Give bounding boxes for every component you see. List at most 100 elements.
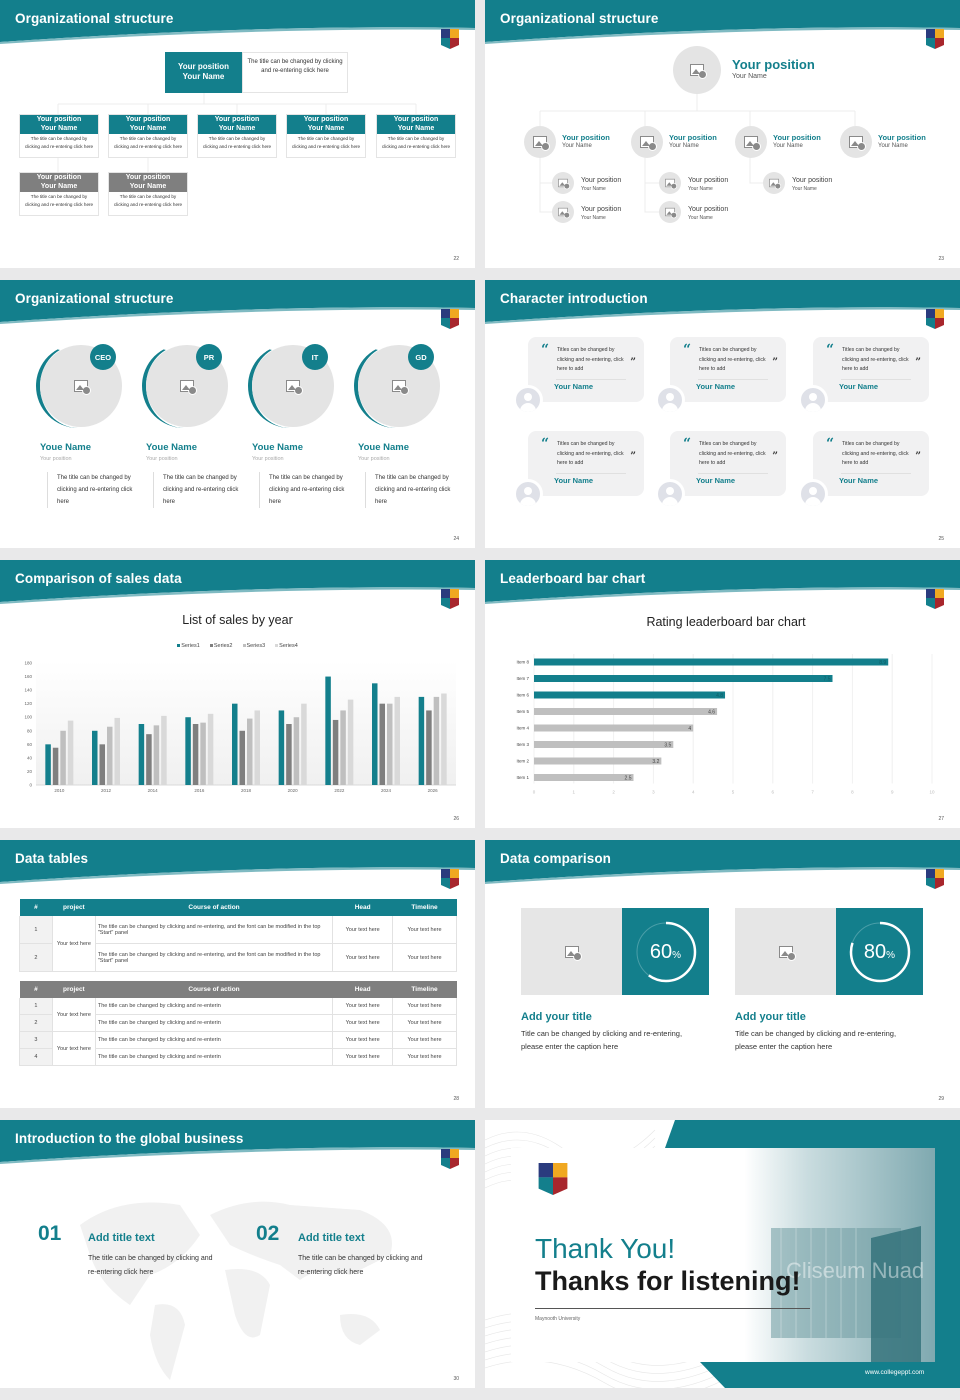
slide-22[interactable]: Organizational structure 22 Your position…: [0, 0, 475, 268]
legend-swatch: [275, 644, 279, 647]
percent-panel: 80%: [836, 908, 923, 995]
avatar-icon[interactable]: [513, 385, 543, 415]
website-link[interactable]: www.collegeppt.com: [865, 1369, 925, 1376]
name-label: Your Name: [129, 182, 167, 190]
legend-label: Series4: [279, 643, 298, 649]
progress-ring: [849, 921, 911, 983]
header-band: [0, 280, 475, 324]
percent-number: 80: [863, 941, 887, 963]
sub-photo-placeholder[interactable]: [552, 201, 574, 223]
slide-30[interactable]: Introduction to the global business 30 01…: [0, 1120, 475, 1388]
sub-photo-placeholder[interactable]: [659, 172, 681, 194]
category-label: Item 5: [516, 709, 529, 714]
slide-28[interactable]: Data tables 28 # project Course of action He…: [0, 840, 475, 1108]
image-placeholder-icon: [665, 207, 678, 219]
testimonial-card[interactable]: “ Titles can be changed by clicking and …: [528, 337, 644, 402]
divider: [841, 473, 911, 474]
slide-title: Leaderboard bar chart: [500, 571, 646, 586]
percent-value: 80%: [836, 941, 923, 964]
slide-title: Organizational structure: [500, 11, 659, 26]
head-photo-placeholder[interactable]: [673, 46, 721, 94]
header-band: [485, 560, 960, 604]
row-number: 3: [19, 1031, 53, 1049]
y-tick-label: 0: [29, 783, 32, 788]
avatar-icon[interactable]: [513, 479, 543, 509]
avatar-icon[interactable]: [655, 385, 685, 415]
photo-arc: [354, 344, 438, 428]
member-card[interactable]: Your position Your Name The title can be c…: [286, 114, 366, 158]
table-row[interactable]: 4 The title can be changed by clicking an…: [19, 1048, 457, 1066]
person-name: Youe Name: [40, 442, 92, 453]
quote-text: Titles can be changed by clicking and re…: [557, 441, 624, 466]
table-row[interactable]: 1 Your text here The title can be changed …: [19, 997, 457, 1032]
table-row[interactable]: 1 Your text here The title can be changed …: [19, 915, 457, 972]
member-card[interactable]: Your position Your Name The title can be c…: [108, 114, 188, 158]
legend-label: Series2: [213, 643, 233, 649]
sub-position: Your position: [581, 206, 622, 213]
sub-photo-placeholder[interactable]: [552, 172, 574, 194]
legend-swatch: [242, 644, 246, 647]
panel-title: Add your title: [521, 1011, 592, 1023]
image-placeholder-icon: [665, 178, 678, 190]
member-card[interactable]: Your position Your Name The title can be c…: [376, 114, 456, 158]
university-logo-icon: [441, 309, 459, 329]
bar-series4-2026: [441, 693, 447, 785]
position-label: Your position: [36, 174, 82, 181]
slide-27[interactable]: Leaderboard bar chart 27 Rating leaderboa…: [485, 560, 960, 828]
image-placeholder[interactable]: [735, 908, 836, 995]
image-placeholder[interactable]: [521, 908, 622, 995]
slide-23[interactable]: Organizational structure 23 Your position…: [485, 0, 960, 268]
testimonial-card[interactable]: “ Titles can be changed by clicking and …: [813, 337, 929, 402]
sub-name: Your Name: [688, 186, 713, 192]
person-photo-placeholder[interactable]: [252, 345, 334, 427]
x-tick-label: 2016: [194, 788, 205, 793]
sub-photo-placeholder[interactable]: [763, 172, 785, 194]
timeline-cell: Your text here: [392, 1014, 457, 1032]
slide-24[interactable]: Organizational structure 24 CEO Youe Name Y…: [0, 280, 475, 548]
testimonial-card[interactable]: “ Titles can be changed by clicking and …: [670, 431, 786, 496]
bar-item-4: [534, 724, 694, 732]
member-card[interactable]: Your position Your Name The title can be c…: [197, 114, 277, 158]
open-quote-icon: “: [826, 436, 835, 452]
bar-series4-2018: [254, 710, 260, 785]
avatar-icon[interactable]: [798, 479, 828, 509]
action-cell: The title can be changed by clicking and…: [94, 997, 334, 1015]
branch-photo-placeholder[interactable]: [631, 126, 663, 158]
slide-26[interactable]: Comparison of sales data 26 List of sales…: [0, 560, 475, 828]
divider: [698, 379, 768, 380]
x-tick-label: 5: [732, 790, 735, 795]
slide-25[interactable]: Character introduction 25 “ Titles can b…: [485, 280, 960, 548]
x-tick-label: 3: [652, 790, 655, 795]
sub-name: Your Name: [792, 186, 817, 192]
member-card[interactable]: Your position Your Name The title can be c…: [19, 172, 99, 216]
head-position-box[interactable]: Your position Your Name: [165, 52, 242, 93]
building-sign: Cliseum Nuad: [786, 1258, 924, 1283]
sub-photo-placeholder[interactable]: [659, 201, 681, 223]
table-row[interactable]: 2 The title can be changed by clicking an…: [19, 943, 457, 972]
avatar-icon[interactable]: [655, 479, 685, 509]
table-row[interactable]: 3 Your text here The title can be changed …: [19, 1031, 457, 1066]
branch-photo-placeholder[interactable]: [840, 126, 872, 158]
progress-arc: [849, 921, 911, 983]
branch-photo-placeholder[interactable]: [524, 126, 556, 158]
bar-item-5: [534, 708, 718, 715]
action-cell: The title can be changed by clicking and…: [94, 1048, 334, 1066]
testimonial-card[interactable]: “ Titles can be changed by clicking and …: [670, 337, 786, 402]
close-quote-icon: ”: [915, 451, 921, 462]
member-card[interactable]: Your position Your Name The title can be c…: [108, 172, 188, 216]
slide-title: Introduction to the global business: [15, 1131, 244, 1146]
bar-series2-2012: [99, 744, 105, 785]
close-quote-icon: ”: [772, 357, 778, 368]
branch-photo-placeholder[interactable]: [735, 126, 767, 158]
column-header: #: [19, 980, 53, 998]
avatar-icon[interactable]: [798, 385, 828, 415]
slide-29[interactable]: Data comparison 29 60% Add your title Titl…: [485, 840, 960, 1108]
testimonial-card[interactable]: “ Titles can be changed by clicking and …: [813, 431, 929, 496]
name-label: Your Name: [40, 182, 78, 190]
x-tick-label: 2010: [54, 788, 65, 793]
position-label: Your position: [125, 174, 171, 181]
row-number: 1: [19, 997, 53, 1015]
slide-31[interactable]: Cliseum Nuad Thank You! Thanks for liste…: [485, 1120, 960, 1388]
member-card[interactable]: Your position Your Name The title can be c…: [19, 114, 99, 158]
testimonial-card[interactable]: “ Titles can be changed by clicking and …: [528, 431, 644, 496]
